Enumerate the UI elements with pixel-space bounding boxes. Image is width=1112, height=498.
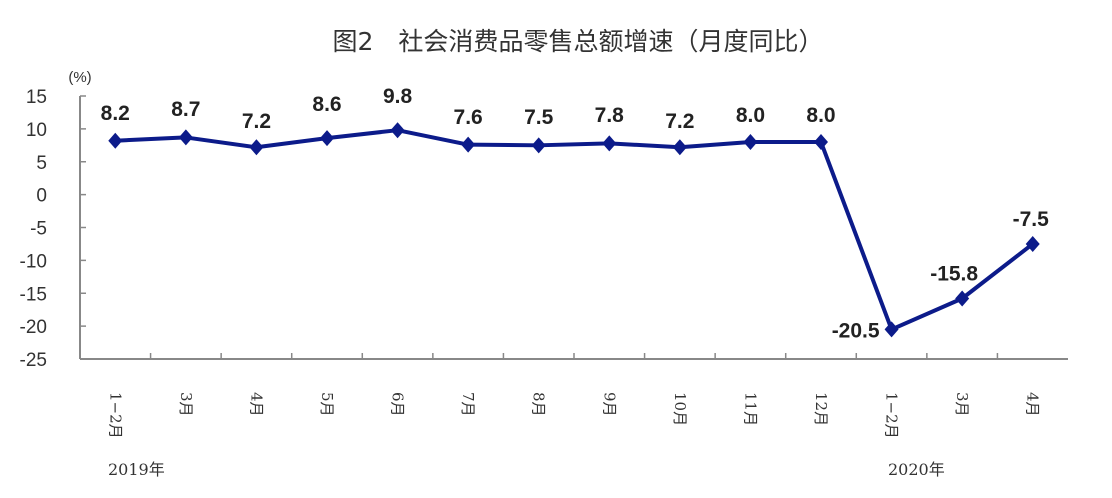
chart-title: 图2 社会消费品零售总额增速（月度同比） [333, 27, 824, 56]
data-point-marker [108, 132, 123, 149]
y-tick-label: 0 [36, 186, 47, 207]
x-category-label: 5月 [318, 392, 336, 417]
x-category-label: 8月 [530, 392, 548, 417]
x-category-label: 3月 [177, 392, 195, 417]
data-point-marker [320, 130, 334, 147]
x-category-label: 1−2月 [106, 392, 124, 439]
series-line [115, 128, 1034, 332]
data-label: 8.7 [171, 98, 200, 121]
x-category-label: 10月 [671, 392, 689, 426]
y-axis-unit: (%) [68, 69, 91, 86]
data-label: -15.8 [930, 263, 978, 286]
x-category-label: 12月 [812, 392, 830, 426]
data-point-marker [531, 137, 546, 154]
data-label: 7.2 [242, 110, 271, 133]
data-label: 7.8 [595, 104, 625, 127]
data-point-marker [955, 290, 970, 307]
x-category-label: 3月 [953, 392, 971, 417]
data-point-marker [743, 134, 758, 151]
data-label: 8.0 [806, 104, 835, 127]
data-point-marker [178, 129, 193, 146]
data-label: 7.2 [665, 110, 694, 133]
y-tick-label: 10 [26, 120, 47, 141]
y-tick-label: -10 [20, 251, 47, 272]
x-category-label: 6月 [389, 392, 407, 417]
x-category-label: 11月 [741, 392, 759, 426]
y-tick-label: 5 [36, 153, 47, 174]
data-label: -20.5 [832, 319, 880, 342]
data-point-marker [814, 134, 828, 151]
data-label: 8.6 [312, 93, 341, 116]
data-label: 9.8 [383, 85, 413, 108]
y-tick-label: -25 [20, 350, 47, 371]
y-tick-label: 15 [26, 87, 47, 108]
data-point-marker [672, 139, 687, 156]
x-category-label: 4月 [1024, 392, 1042, 417]
data-label: -7.5 [1013, 208, 1050, 231]
data-point-marker [390, 122, 405, 139]
data-label: 8.0 [736, 104, 765, 127]
data-point-marker [461, 136, 476, 153]
year-label-2020: 2020年 [888, 460, 945, 479]
year-label-2019: 2019年 [108, 460, 165, 479]
y-tick-label: -20 [20, 317, 47, 338]
data-point-marker [1025, 235, 1040, 252]
x-category-label: 4月 [247, 392, 265, 417]
data-point-marker [602, 135, 617, 152]
x-category-label: 7月 [459, 392, 477, 417]
y-tick-label: -15 [20, 284, 47, 305]
x-category-label: 9月 [600, 392, 618, 417]
data-label: 7.6 [454, 106, 483, 129]
data-label: 8.2 [101, 102, 130, 125]
y-tick-label: -5 [30, 219, 47, 240]
data-label: 7.5 [524, 106, 554, 129]
data-point-marker [884, 321, 899, 338]
data-point-marker [249, 139, 264, 156]
x-category-label: 1−2月 [883, 392, 901, 439]
